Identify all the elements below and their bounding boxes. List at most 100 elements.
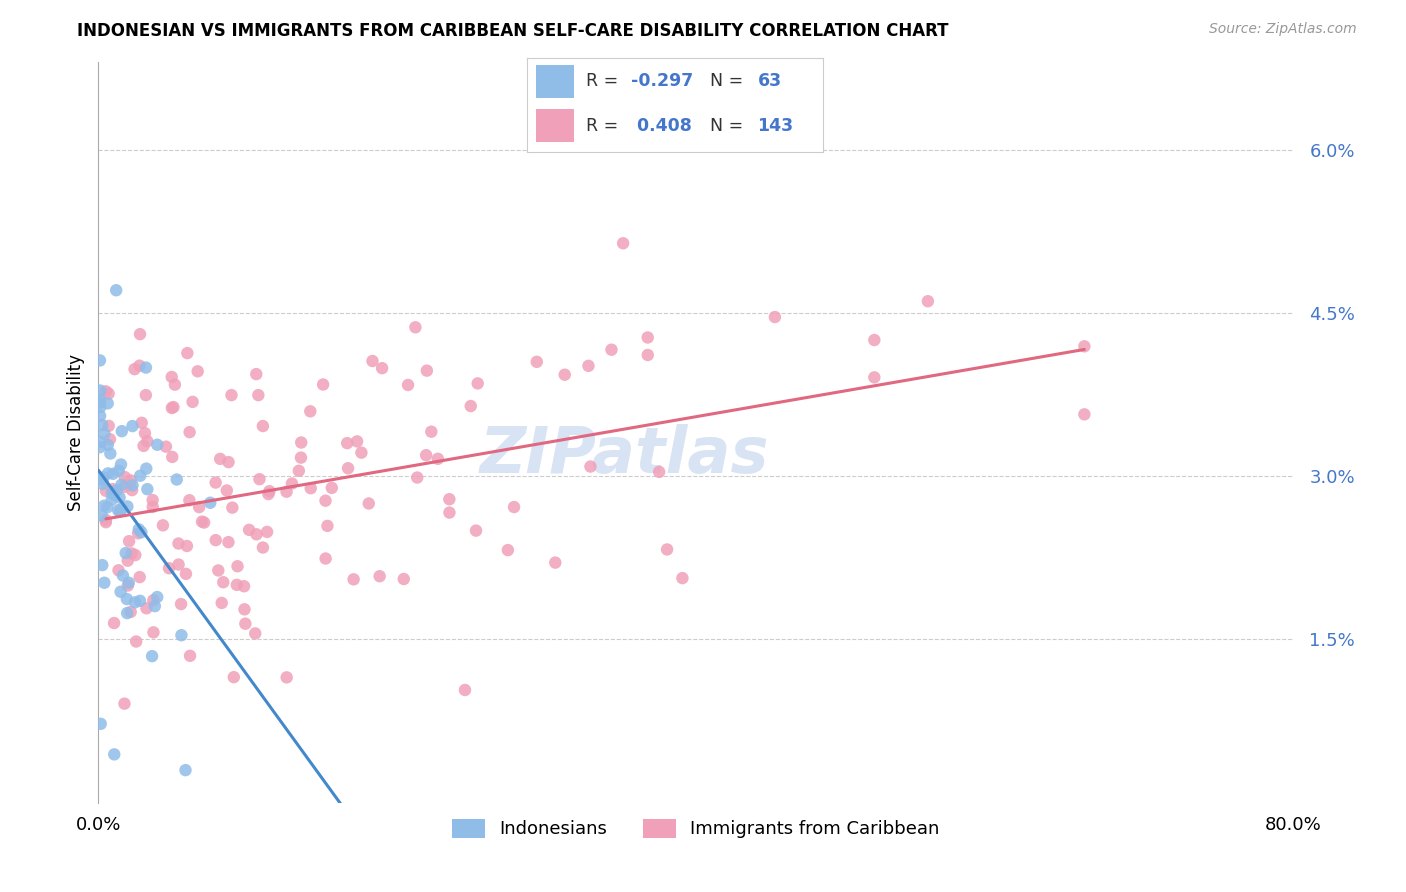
Point	[136, 482, 159, 496]
Point	[163, 377, 186, 392]
Point	[290, 450, 312, 465]
Point	[118, 534, 141, 549]
Point	[90, 716, 112, 731]
Point	[101, 482, 124, 496]
Point	[252, 541, 274, 555]
Text: -0.297: -0.297	[630, 72, 693, 90]
Point	[98, 432, 121, 446]
Bar	[536, 109, 575, 142]
Point	[105, 483, 128, 498]
Point	[193, 516, 215, 530]
Point	[110, 477, 132, 491]
Point	[131, 416, 153, 430]
Point	[247, 388, 270, 402]
Point	[176, 346, 198, 360]
Point	[94, 384, 117, 399]
Point	[357, 496, 380, 510]
Point	[97, 467, 120, 481]
Point	[135, 360, 157, 375]
Point	[115, 606, 138, 620]
Point	[200, 496, 222, 510]
Point	[129, 327, 152, 342]
Point	[544, 556, 567, 570]
Point	[290, 435, 312, 450]
Point	[917, 294, 939, 309]
Point	[179, 425, 201, 439]
Point	[648, 465, 671, 479]
Point	[129, 468, 152, 483]
Point	[155, 440, 177, 454]
Point	[121, 478, 143, 492]
Point	[392, 572, 415, 586]
Point	[110, 458, 132, 472]
Point	[101, 485, 124, 500]
Point	[93, 575, 115, 590]
Point	[91, 558, 114, 573]
Point	[103, 615, 125, 630]
Point	[135, 601, 157, 615]
Point	[94, 483, 117, 498]
Point	[637, 330, 659, 344]
Point	[125, 634, 148, 648]
Text: N =: N =	[710, 72, 744, 90]
Point	[128, 570, 150, 584]
Bar	[536, 64, 575, 98]
Point	[124, 595, 146, 609]
Point	[115, 592, 138, 607]
Point	[128, 359, 150, 373]
Point	[249, 472, 271, 486]
Point	[111, 568, 134, 582]
Point	[160, 401, 183, 415]
Point	[114, 546, 136, 560]
Point	[467, 376, 489, 391]
Point	[142, 493, 165, 508]
Text: N =: N =	[710, 118, 744, 136]
Point	[118, 575, 141, 590]
Point	[146, 438, 169, 452]
Point	[212, 575, 235, 590]
Point	[146, 590, 169, 604]
Point	[315, 493, 337, 508]
Point	[350, 445, 373, 459]
Point	[245, 626, 267, 640]
Point	[288, 464, 311, 478]
Point	[404, 320, 426, 334]
Point	[179, 648, 201, 663]
Point	[131, 525, 153, 540]
Point	[89, 440, 111, 454]
Point	[120, 605, 142, 619]
Point	[336, 436, 359, 450]
Point	[117, 578, 139, 592]
Point	[233, 602, 256, 616]
Y-axis label: Self-Care Disability: Self-Care Disability	[66, 354, 84, 511]
Point	[276, 484, 298, 499]
Text: 143: 143	[758, 118, 793, 136]
Point	[127, 526, 149, 541]
Point	[91, 477, 114, 491]
Point	[218, 455, 240, 469]
Point	[107, 503, 129, 517]
Point	[554, 368, 576, 382]
Point	[124, 362, 146, 376]
Point	[120, 474, 142, 488]
Point	[503, 500, 526, 514]
Point	[188, 500, 211, 514]
Point	[637, 348, 659, 362]
Point	[97, 386, 120, 401]
Point	[97, 396, 120, 410]
Point	[276, 670, 298, 684]
Point	[215, 483, 238, 498]
Point	[89, 409, 111, 423]
Point	[222, 670, 245, 684]
Point	[110, 584, 132, 599]
Point	[181, 395, 204, 409]
Point	[111, 502, 134, 516]
Point	[91, 470, 114, 484]
Point	[406, 470, 429, 484]
Point	[176, 539, 198, 553]
Point	[114, 470, 136, 484]
Point	[128, 522, 150, 536]
Point	[346, 434, 368, 449]
Point	[207, 564, 229, 578]
Point	[89, 396, 111, 410]
